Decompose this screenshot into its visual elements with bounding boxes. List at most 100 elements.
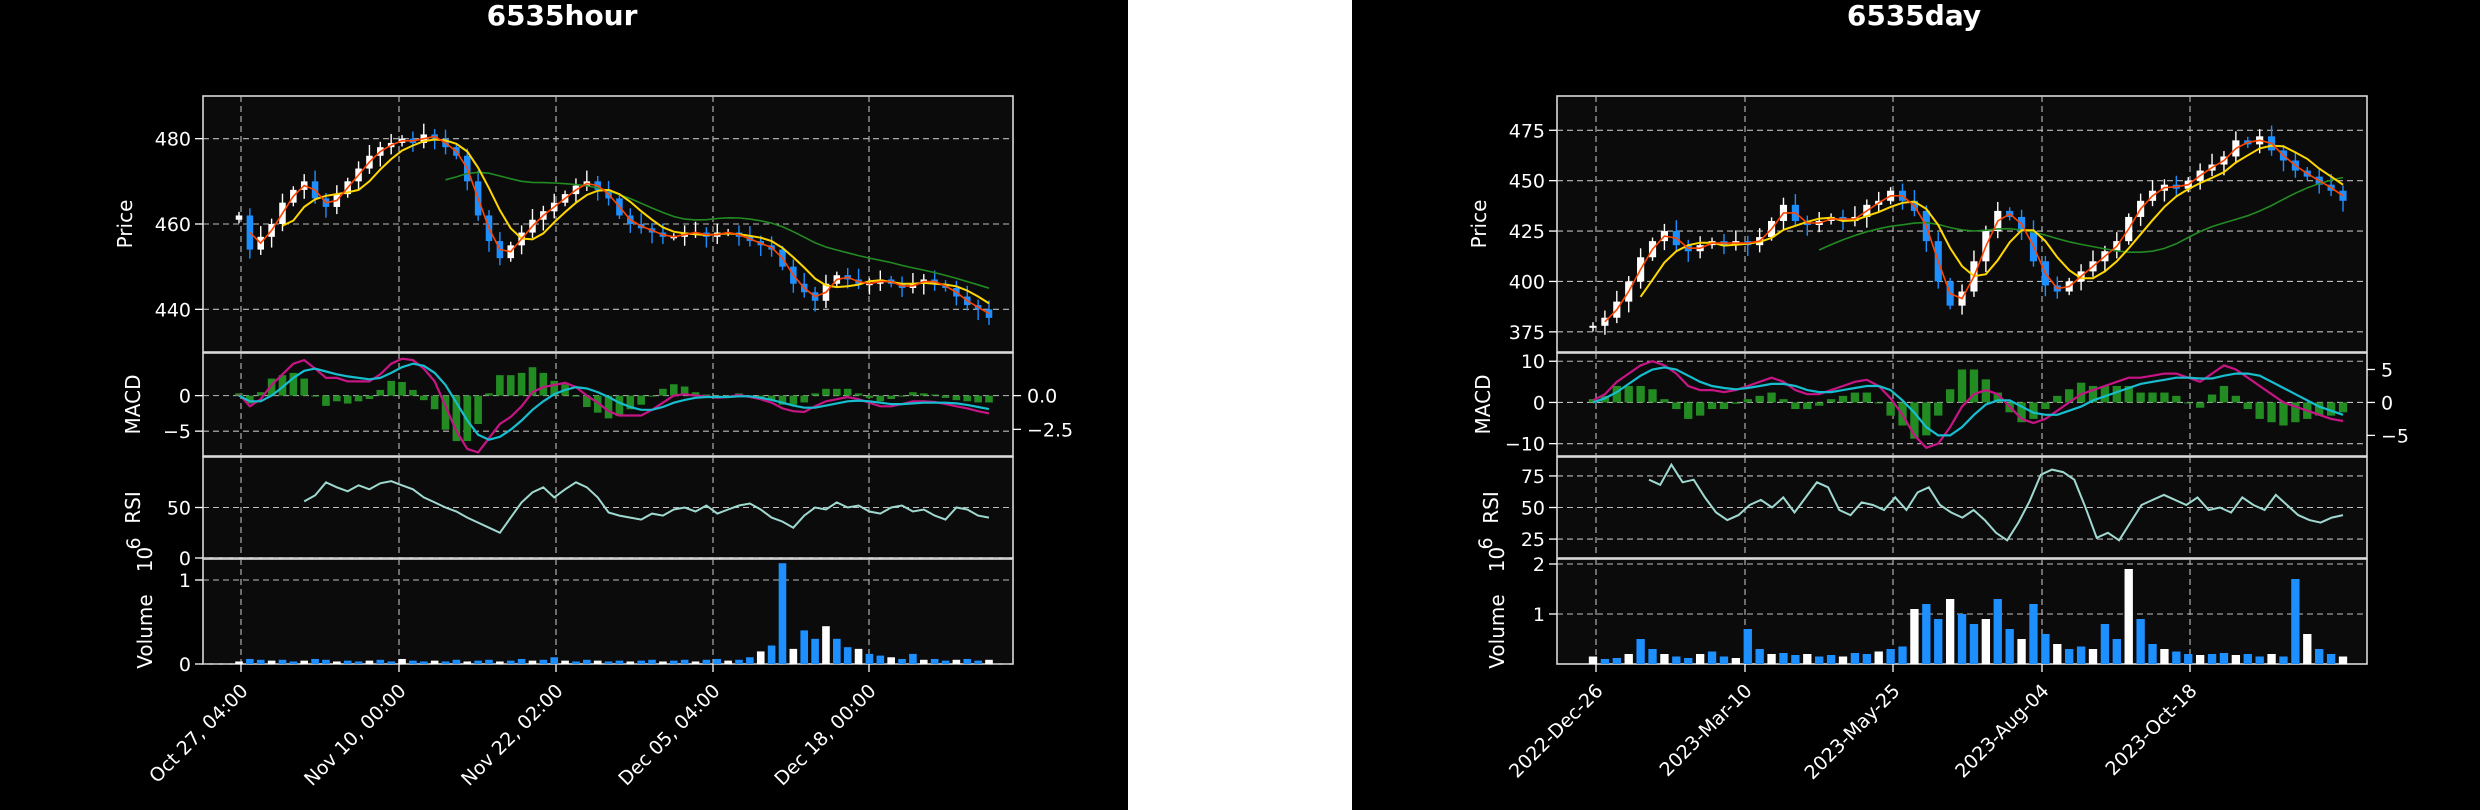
- volume-bar: [1695, 654, 1705, 664]
- macd-hist-bar: [2029, 402, 2038, 419]
- panel-vol: [202, 558, 1014, 665]
- figure-daily: 6535day 2022-Dec-26 2023-Mar-10 2023-May-2…: [1352, 0, 2480, 810]
- volume-bar: [1672, 656, 1681, 664]
- macd-hist-bar: [691, 392, 700, 396]
- macd-hist-bar: [354, 395, 363, 402]
- macd-hist-bar: [409, 389, 417, 396]
- macd-hist-bar: [1803, 402, 1812, 410]
- volume-bar: [615, 660, 624, 664]
- macd-hist-bar: [2326, 402, 2336, 416]
- x-tick-label: 2023-Mar-10: [1656, 680, 1757, 781]
- macd-hist-bar: [833, 388, 841, 396]
- macd-hist-bar: [2267, 402, 2276, 423]
- volume-bar: [724, 660, 732, 664]
- macd-tick-label: −5: [163, 421, 191, 443]
- macd-hist-bar: [626, 395, 635, 410]
- volume-bar: [246, 658, 254, 664]
- macd-hist-bar: [963, 395, 972, 402]
- volume-bar: [2243, 654, 2252, 664]
- rsi-tick-label: 50: [167, 498, 191, 520]
- macd-hist-bar: [680, 386, 689, 396]
- volume-bar: [267, 660, 276, 664]
- volume-bar: [2255, 656, 2264, 664]
- x-tick-label: Nov 22, 02:00: [457, 680, 567, 790]
- macd-hist-bar: [485, 393, 493, 396]
- ma-fast-line: [1604, 139, 2344, 323]
- volume-bar: [2160, 649, 2169, 664]
- macd-hist-bar: [1743, 399, 1752, 403]
- volume-bar: [365, 660, 374, 664]
- volume-bar: [702, 659, 711, 664]
- volume-bar: [789, 648, 798, 664]
- volume-bar: [1588, 656, 1598, 664]
- macd-hist-bar: [430, 395, 439, 410]
- ma-fast-line: [249, 135, 990, 315]
- volume-bar: [604, 661, 613, 664]
- macd-hist-bar: [278, 375, 287, 396]
- macd-hist-bar: [1826, 399, 1836, 403]
- volume-bar: [2088, 649, 2098, 664]
- volume-bar: [2184, 654, 2193, 664]
- volume-bar: [952, 659, 961, 664]
- volume-bar: [1684, 658, 1693, 664]
- volume-bar: [767, 645, 776, 664]
- macd-hist-bar: [1922, 402, 1931, 436]
- volume-bar: [2076, 646, 2086, 664]
- volume-bar: [941, 660, 950, 664]
- volume-bar: [463, 661, 472, 664]
- volume-bar: [398, 658, 406, 664]
- volume-multiplier-label: 10: [133, 547, 157, 572]
- volume-multiplier-exp: 6: [123, 537, 145, 549]
- volume-bar: [1957, 614, 1967, 664]
- volume-multiplier-exp: 6: [1475, 537, 1497, 549]
- macd-hist-bar: [539, 372, 548, 396]
- macd-hist-bar: [365, 395, 374, 400]
- volume-bar: [1898, 646, 1907, 664]
- macd-hist-bar: [615, 395, 624, 417]
- macd-hist-bar: [2112, 385, 2121, 403]
- macd-hist-bar: [2315, 402, 2324, 416]
- x-tick-label: 2023-Oct-18: [2101, 680, 2201, 780]
- chart-title: 6535day: [1847, 0, 1981, 32]
- volume-bar: [550, 657, 559, 664]
- volume-bar: [1850, 653, 1860, 664]
- macd-hist-bar: [1731, 402, 1741, 404]
- macd-hist-bar: [496, 375, 504, 396]
- volume-bar: [300, 660, 309, 664]
- volume-bar: [974, 660, 982, 664]
- macd-hist-bar: [289, 372, 298, 396]
- volume-bar: [1803, 654, 1812, 664]
- volume-bar: [2267, 654, 2276, 664]
- price-tick-label: 375: [1509, 322, 1545, 344]
- volume-bar: [256, 659, 265, 664]
- macd-hist-bar: [822, 388, 830, 396]
- volume-bar: [2207, 654, 2217, 664]
- macd-right-tick-label: −5: [2381, 425, 2409, 447]
- macd-hist-bar: [1755, 395, 1764, 403]
- volume-bar: [2112, 639, 2121, 664]
- macd-hist-bar: [1850, 392, 1860, 403]
- volume-bar: [2065, 649, 2074, 664]
- volume-bar: [409, 660, 417, 664]
- volume-bar: [1779, 653, 1788, 664]
- volume-tick-label: 1: [179, 570, 191, 592]
- volume-bar: [1660, 654, 1669, 664]
- macd-hist-bar: [2231, 395, 2241, 403]
- macd-hist-bar: [1862, 392, 1871, 403]
- volume-bar: [778, 563, 787, 664]
- volume-bar: [452, 659, 461, 664]
- macd-tick-label: −10: [1505, 434, 1545, 456]
- macd-hist-bar: [648, 395, 656, 397]
- macd-line: [1592, 360, 2344, 450]
- macd-hist-bar: [1588, 399, 1598, 403]
- macd-hist-bar: [2041, 402, 2050, 410]
- rsi-axis-label: RSI: [121, 491, 145, 524]
- volume-bar: [1838, 656, 1848, 664]
- volume-bar: [485, 659, 493, 664]
- macd-right-tick-label: 0.0: [1027, 386, 1057, 408]
- ma-slow-line: [1818, 176, 2344, 253]
- volume-bar: [1910, 609, 1919, 664]
- volume-bar: [854, 648, 863, 664]
- x-tick-label: Oct 27, 04:00: [145, 680, 252, 787]
- rsi-tick-label: 50: [1521, 498, 1545, 520]
